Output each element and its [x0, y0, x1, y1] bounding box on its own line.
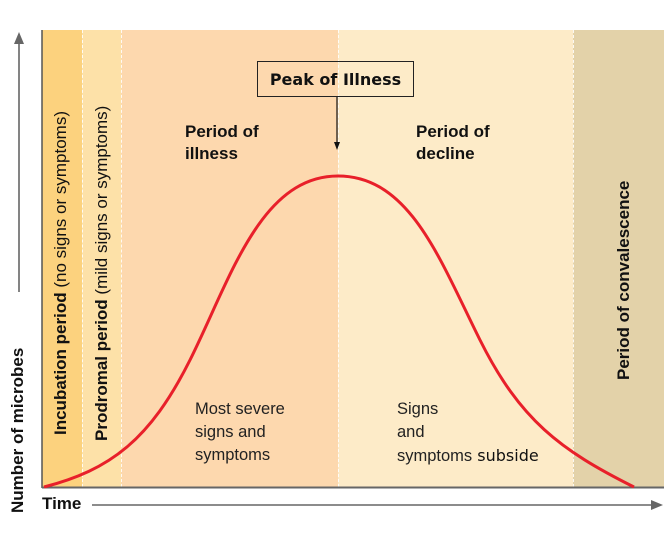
- divider-prodromal-illness: [121, 30, 122, 487]
- convalescence-label: Period of convalescence: [614, 180, 633, 380]
- incubation-label-bold: Incubation period: [51, 292, 70, 435]
- prodromal-label-rest: (mild signs or symptoms): [92, 105, 111, 300]
- divider-incubation-prodromal: [82, 30, 83, 487]
- divider-decline-convalescence: [573, 30, 574, 487]
- decline-label: Period of decline: [416, 121, 490, 165]
- x-axis-label: Time: [42, 494, 82, 513]
- convalescence-band: [573, 30, 664, 487]
- illness-label-line2: illness: [185, 144, 238, 163]
- x-axis-arrowhead-icon: [651, 500, 663, 510]
- decline-label-line1: Period of: [416, 122, 490, 141]
- incubation-label: Incubation period (no signs or symptoms): [51, 111, 71, 435]
- illness-label-line1: Period of: [185, 122, 259, 141]
- peak-of-illness-box: Peak of Illness: [257, 61, 414, 97]
- illness-note-line2: signs and: [195, 423, 266, 441]
- decline-note-line2: and: [397, 423, 425, 441]
- illness-note-line1: Most severe: [195, 400, 285, 418]
- divider-illness-decline: [338, 30, 339, 487]
- incubation-band: [42, 30, 82, 487]
- prodromal-label-bold: Prodromal period: [92, 299, 111, 441]
- decline-label-line2: decline: [416, 144, 475, 163]
- peak-arrowhead-icon: [334, 142, 340, 150]
- decline-note-subside: subside: [472, 446, 539, 465]
- illness-label: Period of illness: [185, 121, 259, 165]
- y-axis-arrowhead-icon: [14, 32, 24, 44]
- decline-note-line3-wrap: symptoms subside: [397, 444, 539, 468]
- y-axis-label: Number of microbes: [8, 347, 27, 513]
- incubation-label-rest: (no signs or symptoms): [51, 111, 70, 293]
- illness-note-line3: symptoms: [195, 446, 271, 464]
- microbe-curve: [43, 174, 635, 489]
- illness-note: Most severe signs and symptoms: [195, 398, 285, 467]
- prodromal-band: [82, 30, 121, 487]
- decline-note-line3: symptoms: [397, 447, 473, 465]
- prodromal-label: Prodromal period (mild signs or symptoms…: [92, 106, 112, 441]
- decline-note: Signs and symptoms subside: [397, 398, 539, 468]
- illness-band: [121, 30, 338, 487]
- decline-note-line1: Signs: [397, 400, 439, 418]
- decline-band: [338, 30, 573, 487]
